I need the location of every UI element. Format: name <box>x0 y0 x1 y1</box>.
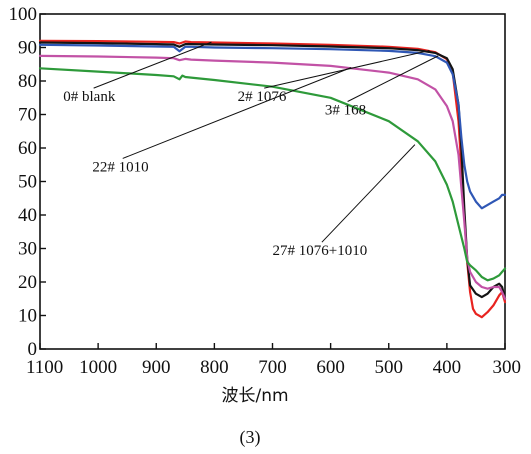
x-tick-label: 900 <box>142 357 171 378</box>
ticks: 0 10 20 30 40 50 60 70 80 90 100 1100 1000 900 800 700 6… <box>9 4 522 378</box>
figure-caption: (3) <box>240 427 261 448</box>
x-tick-label: 600 <box>316 357 345 378</box>
annotation-label-3: 22# 1010 <box>92 159 148 175</box>
annotation-label-4: 27# 1076+1010 <box>273 243 368 259</box>
plot-frame <box>39 13 506 350</box>
y-tick-label: 20 <box>18 272 37 293</box>
y-tick-label: 90 <box>18 38 37 59</box>
series-line-1 <box>38 41 507 300</box>
y-tick-label: 0 <box>28 339 38 360</box>
x-axis-title: 波长/nm <box>221 386 288 406</box>
series-layer <box>38 39 507 319</box>
y-tick-label: 50 <box>18 172 37 193</box>
annotation-leader-3 <box>122 67 352 159</box>
x-tick-label: 500 <box>375 357 404 378</box>
annotation-leader-2 <box>347 55 439 102</box>
annotation-label-0: 0# blank <box>63 89 116 105</box>
y-tick-label: 80 <box>18 71 37 92</box>
series-line-3 <box>38 54 507 300</box>
annotation-layer: 0# blank 2# 1076 3# 168 22# 1010 27# 1076+10… <box>63 41 439 259</box>
series-line-2 <box>38 43 507 210</box>
y-tick-label: 60 <box>18 138 37 159</box>
annotation-label-2: 3# 168 <box>325 103 366 119</box>
y-tick-label: 40 <box>18 205 37 226</box>
y-tick-label: 100 <box>9 4 38 25</box>
annotation-label-1: 2# 1076 <box>238 89 287 105</box>
annotation-leader-4 <box>321 144 416 243</box>
x-tick-label: 1100 <box>26 357 63 378</box>
axes <box>39 13 506 350</box>
x-tick-label: 1000 <box>79 357 117 378</box>
x-tick-label: 300 <box>493 357 522 378</box>
x-tick-label: 800 <box>200 357 229 378</box>
annotation-leader-0 <box>93 41 212 89</box>
series-line-4 <box>38 67 507 282</box>
x-tick-label: 400 <box>433 357 462 378</box>
y-tick-label: 70 <box>18 105 37 126</box>
y-tick-label: 30 <box>18 239 37 260</box>
y-tick-label: 10 <box>18 306 37 327</box>
x-tick-label: 700 <box>258 357 287 378</box>
